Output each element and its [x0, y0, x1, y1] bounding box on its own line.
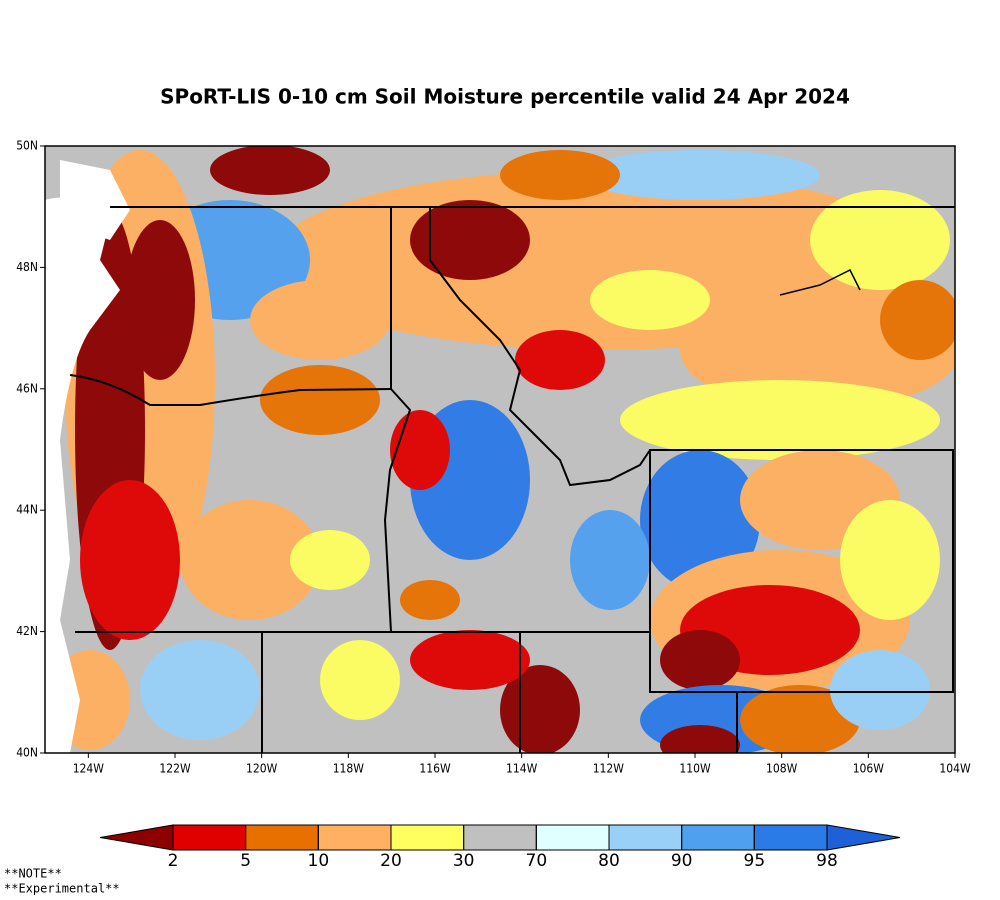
colorbar-label: 5 — [240, 851, 251, 871]
x-tick-label: 104W — [939, 762, 971, 776]
colorbar-label: 70 — [526, 851, 548, 871]
colorbar: 2 5 10 20 30 70 80 90 95 98 — [99, 824, 901, 871]
x-tick-label: 108W — [766, 762, 798, 776]
x-tick-label: 110W — [679, 762, 711, 776]
y-tick-label: 44N — [16, 503, 38, 517]
title: SPoRT-LIS 0-10 cm Soil Moisture percenti… — [160, 85, 850, 109]
puget-sound — [60, 160, 130, 240]
colorbar-bin — [681, 824, 755, 851]
field-patches — [50, 146, 955, 753]
colorbar-label: 30 — [453, 851, 475, 871]
colorbar-bin — [172, 824, 247, 851]
x-tick-label: 120W — [246, 762, 278, 776]
x-tick-label: 116W — [419, 762, 451, 776]
map-field — [45, 146, 955, 753]
x-tick-label: 124W — [73, 762, 105, 776]
y-tick-label: 40N — [16, 746, 38, 760]
colorbar-bin — [608, 824, 683, 851]
colorbar-label: 95 — [744, 851, 766, 871]
colorbar-bin — [99, 824, 174, 851]
x-tick-label: 118W — [333, 762, 365, 776]
colorbar-bin — [535, 824, 610, 851]
note: **NOTE** — [4, 867, 62, 881]
colorbar-label: 80 — [598, 851, 620, 871]
colorbar-bin — [463, 824, 537, 851]
y-tick-label: 48N — [16, 260, 38, 274]
ocean — [45, 146, 120, 753]
x-tick-label: 112W — [593, 762, 625, 776]
colorbar-bin — [826, 824, 901, 851]
y-tick-label: 42N — [16, 624, 38, 638]
colorbar-label: 20 — [380, 851, 402, 871]
x-tick-label: 122W — [159, 762, 191, 776]
colorbar-label: 10 — [308, 851, 330, 871]
note: **Experimental** — [4, 882, 120, 896]
colorbar-label: 90 — [671, 851, 693, 871]
x-tick-label: 106W — [853, 762, 885, 776]
y-tick-label: 46N — [16, 381, 38, 395]
colorbar-bin — [245, 824, 319, 851]
colorbar-bin — [753, 824, 828, 851]
x-tick-label: 114W — [506, 762, 538, 776]
colorbar-bin — [317, 824, 392, 851]
axis-ticks: 124W 122W 120W 118W 116W 114W 112W 110W 108W 106W… — [16, 139, 971, 776]
y-tick-label: 50N — [16, 139, 38, 153]
colorbar-bin — [390, 824, 465, 851]
colorbar-label: 98 — [816, 851, 838, 871]
colorbar-label: 2 — [168, 851, 179, 871]
borders — [44, 145, 956, 754]
